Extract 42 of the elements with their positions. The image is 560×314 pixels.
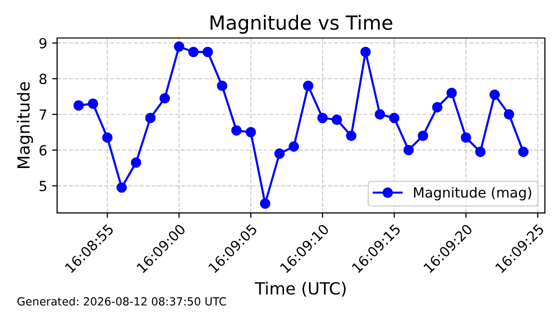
point	[518, 146, 529, 158]
point	[260, 198, 270, 209]
point	[102, 132, 113, 143]
y-tick-label: 6	[40, 145, 47, 156]
point	[216, 80, 228, 92]
point	[246, 127, 256, 138]
point	[188, 46, 199, 58]
point	[73, 100, 84, 111]
point	[432, 102, 442, 112]
point	[389, 112, 400, 124]
point	[288, 141, 300, 152]
text: Generated: 2026-08-12 08:37:50 UTC	[17, 296, 226, 306]
point	[460, 132, 472, 143]
point	[374, 109, 386, 120]
point	[160, 93, 170, 104]
y-tick-label: 9	[39, 38, 46, 48]
point	[174, 41, 184, 52]
point	[116, 182, 127, 193]
chart-title: Magnitude vs Time	[210, 14, 392, 34]
point	[403, 144, 414, 156]
point	[231, 125, 242, 136]
point	[145, 112, 156, 124]
legend-label: Magnitude (mag)	[414, 186, 532, 200]
y-tick-label: 8	[40, 74, 46, 84]
y-tick-label: 5	[40, 180, 46, 192]
point	[504, 109, 514, 120]
point	[489, 90, 500, 100]
point	[274, 148, 285, 159]
point	[446, 88, 457, 98]
point	[317, 112, 328, 124]
point	[88, 98, 98, 109]
x-axis-title: Time (UTC)	[254, 282, 346, 297]
y-tick-label: 7	[40, 110, 46, 120]
point	[332, 114, 342, 125]
point	[202, 46, 213, 58]
point	[360, 46, 371, 58]
point	[346, 130, 356, 142]
point	[302, 80, 314, 92]
point	[130, 157, 142, 168]
point	[418, 130, 428, 142]
y-axis-title: Magnitude	[16, 82, 34, 168]
point	[475, 146, 486, 158]
